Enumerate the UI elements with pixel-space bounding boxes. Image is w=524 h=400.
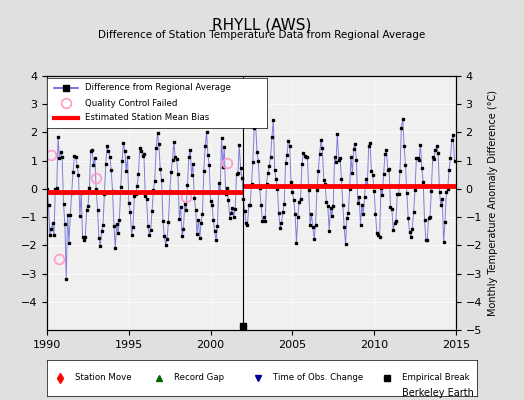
Text: Difference from Regional Average: Difference from Regional Average bbox=[84, 84, 231, 92]
Text: Time of Obs. Change: Time of Obs. Change bbox=[272, 374, 363, 382]
Text: Difference of Station Temperature Data from Regional Average: Difference of Station Temperature Data f… bbox=[99, 30, 425, 40]
Text: RHYLL (AWS): RHYLL (AWS) bbox=[212, 18, 312, 33]
Text: Record Gap: Record Gap bbox=[174, 374, 224, 382]
Text: Station Move: Station Move bbox=[75, 374, 132, 382]
Text: Estimated Station Mean Bias: Estimated Station Mean Bias bbox=[84, 114, 209, 122]
Text: Empirical Break: Empirical Break bbox=[401, 374, 470, 382]
Text: Berkeley Earth: Berkeley Earth bbox=[402, 388, 474, 398]
Text: Quality Control Failed: Quality Control Failed bbox=[84, 98, 177, 108]
Y-axis label: Monthly Temperature Anomaly Difference (°C): Monthly Temperature Anomaly Difference (… bbox=[488, 90, 498, 316]
